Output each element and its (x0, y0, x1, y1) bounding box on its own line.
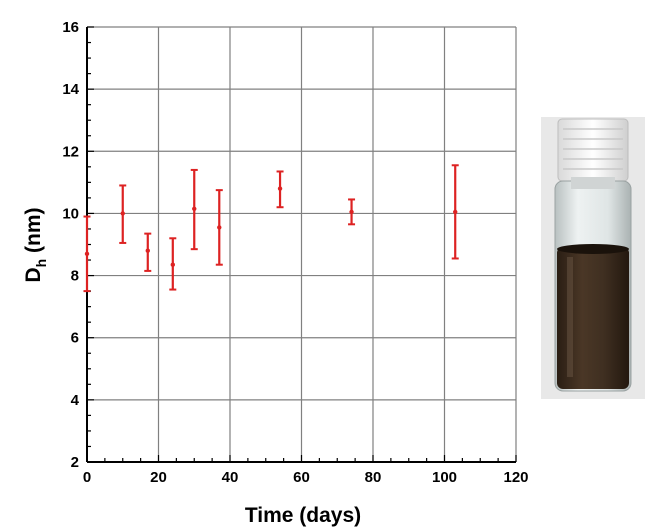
data-point (190, 168, 198, 251)
grid (86, 26, 517, 463)
vial-photo (541, 117, 645, 399)
x-tick-label: 100 (432, 469, 457, 486)
data-marker (192, 206, 197, 211)
y-tick-label: 6 (71, 330, 79, 347)
data-marker (349, 209, 354, 215)
data-marker (453, 209, 458, 215)
data-point (348, 198, 356, 226)
data-marker (120, 211, 125, 216)
x-tick-label: 0 (83, 469, 91, 486)
y-tick-label: 4 (71, 392, 80, 409)
y-axis-title-main: D (22, 267, 45, 282)
data-point (451, 164, 459, 260)
data-marker (145, 248, 150, 253)
y-tick-label: 8 (71, 268, 79, 285)
data-point (83, 215, 91, 293)
y-tick-label: 12 (62, 143, 79, 160)
data-marker (277, 186, 283, 191)
y-axis-title-unit: (nm) (22, 207, 45, 258)
data-point (169, 237, 177, 291)
data-marker (217, 225, 222, 230)
ticks: 2 4 6 8 10 12 14 16 0 20 40 60 80 100 120 (62, 19, 528, 486)
y-tick-label: 14 (62, 81, 79, 98)
y-axis-title: Dh (nm) (22, 207, 49, 282)
y-tick-label: 2 (71, 454, 79, 471)
data-point (276, 170, 284, 209)
data-point (215, 189, 223, 266)
data-marker (84, 251, 90, 257)
y-tick-label: 16 (62, 19, 79, 36)
y-tick-label: 10 (62, 205, 79, 222)
x-tick-label: 80 (365, 469, 382, 486)
data-point (119, 184, 127, 244)
x-tick-label: 40 (222, 469, 239, 486)
data-point (144, 232, 152, 272)
x-tick-label: 120 (503, 469, 528, 486)
x-axis-title: Time (days) (245, 504, 361, 527)
data-marker (170, 262, 175, 267)
vial-liquid (557, 247, 629, 389)
data-points (83, 164, 459, 293)
y-axis-title-sub: h (33, 259, 49, 268)
x-tick-label: 60 (293, 469, 310, 486)
x-tick-label: 20 (150, 469, 167, 486)
